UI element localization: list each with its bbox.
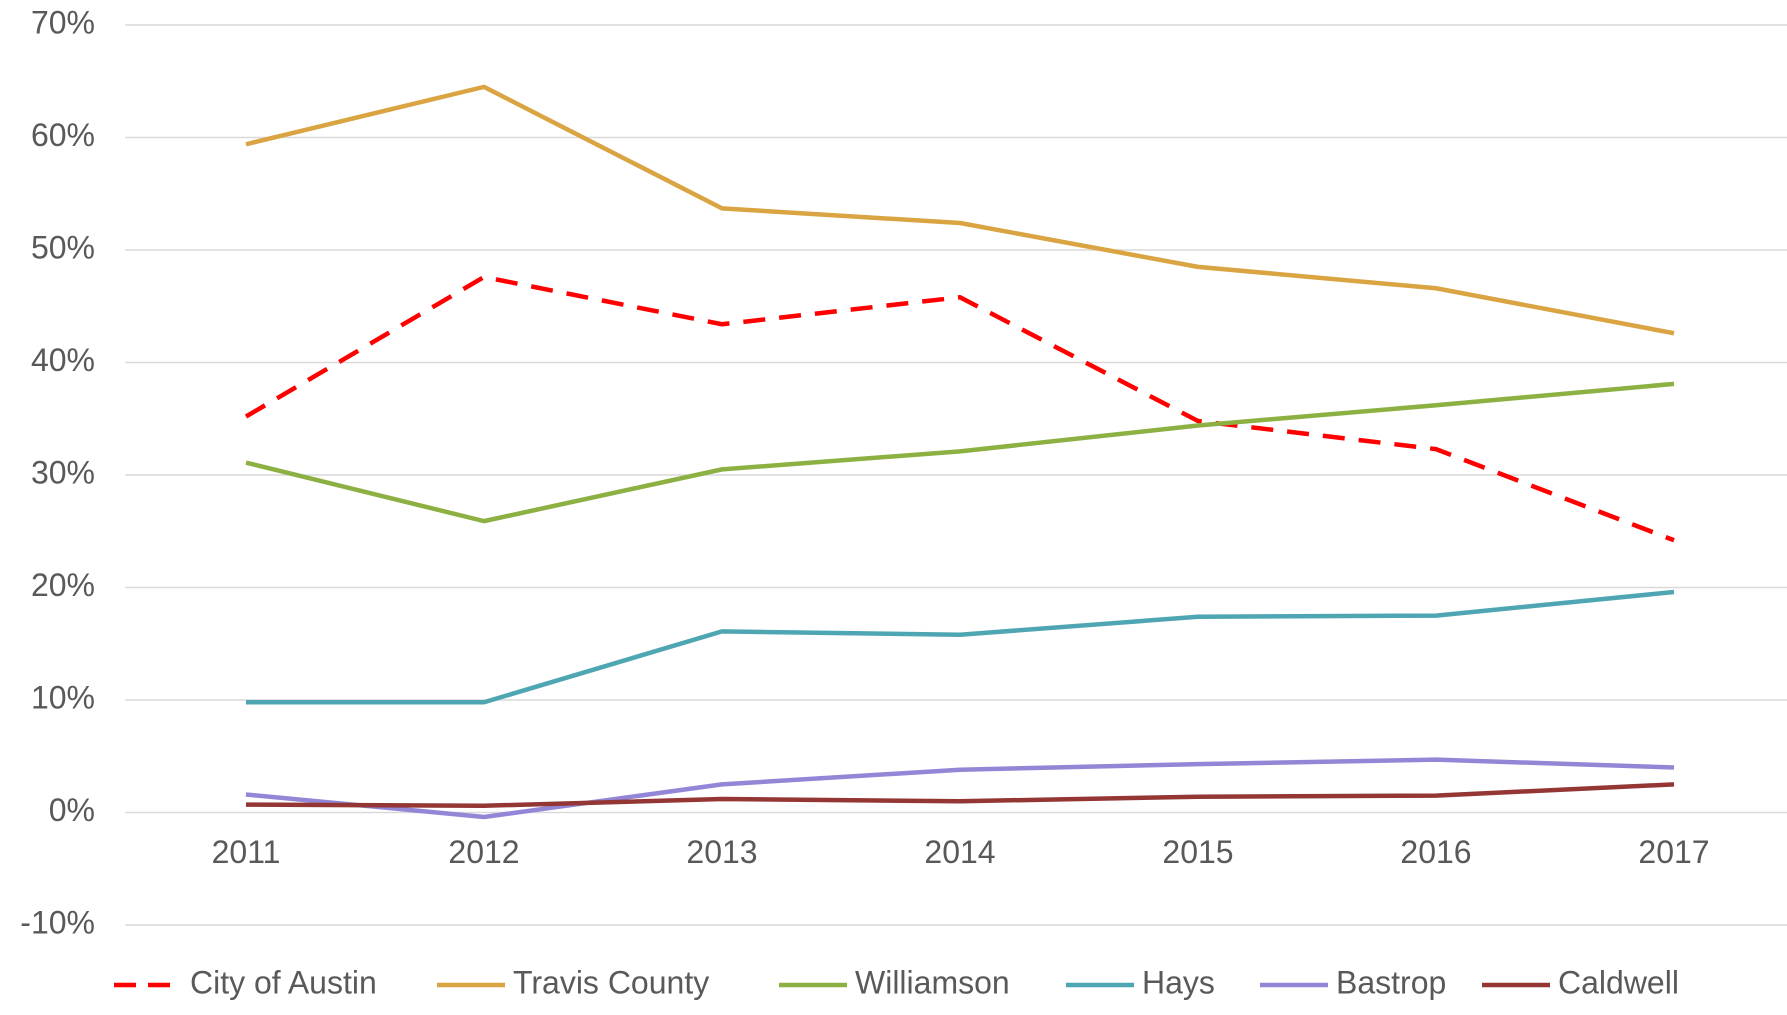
y-tick-label: 20% (31, 567, 95, 603)
y-tick-label: -10% (20, 904, 95, 940)
series-line (245, 84, 1675, 336)
y-tick-label: 60% (31, 117, 95, 153)
y-tick-label: 0% (49, 792, 95, 828)
legend-label: Hays (1142, 964, 1215, 1000)
series-line (245, 757, 1675, 820)
legend-label: Bastrop (1336, 964, 1446, 1000)
y-tick-label: 30% (31, 454, 95, 490)
x-tick-label: 2013 (686, 834, 757, 870)
y-tick-label: 70% (31, 4, 95, 40)
legend-label: Williamson (855, 964, 1010, 1000)
y-tick-label: 10% (31, 679, 95, 715)
legend-label: City of Austin (190, 964, 377, 1000)
x-tick-label: 2014 (924, 834, 995, 870)
series-line (245, 381, 1675, 524)
series-line (245, 782, 1675, 808)
x-tick-label: 2017 (1638, 834, 1709, 870)
y-tick-label: 50% (31, 229, 95, 265)
x-tick-label: 2016 (1400, 834, 1471, 870)
x-tick-label: 2015 (1162, 834, 1233, 870)
series-line (246, 589, 1675, 705)
legend-label: Travis County (513, 964, 709, 1000)
series-line (244, 274, 1675, 543)
legend-label: Caldwell (1558, 964, 1679, 1000)
x-tick-label: 2011 (212, 834, 281, 870)
x-tick-label: 2012 (448, 834, 519, 870)
y-tick-label: 40% (31, 342, 95, 378)
